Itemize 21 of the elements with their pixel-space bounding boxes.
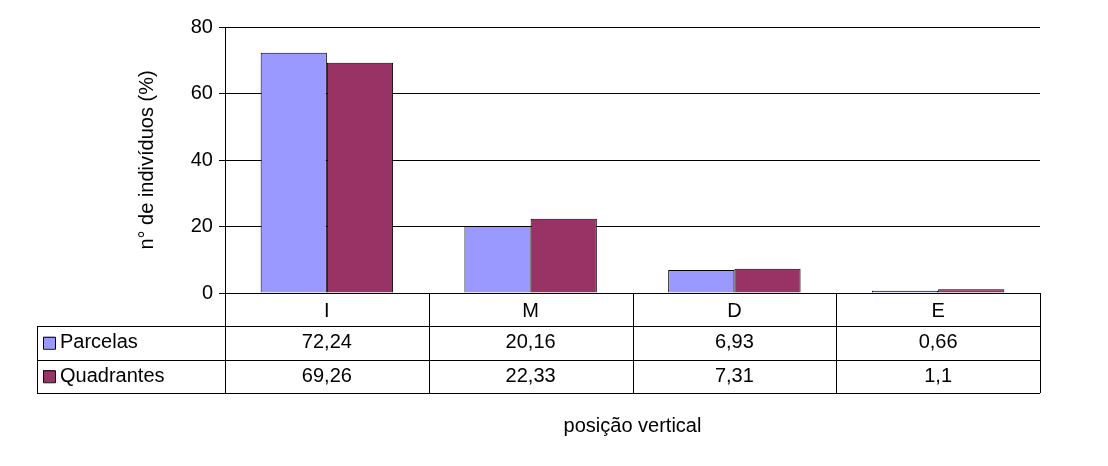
x-tick-label: E bbox=[931, 298, 945, 321]
data-label: 7,31 bbox=[714, 363, 754, 386]
y-tick-label: 40 bbox=[190, 147, 213, 170]
data-label: 69,26 bbox=[301, 363, 352, 386]
x-tick-label: M bbox=[522, 298, 539, 321]
data-label: 72,24 bbox=[301, 330, 352, 353]
data-label: 0,66 bbox=[918, 330, 958, 353]
y-tick-label: 20 bbox=[190, 214, 213, 237]
data-label: 22,33 bbox=[505, 363, 556, 386]
y-tick-label: 60 bbox=[190, 81, 213, 104]
y-axis-title: n° de indivíduos (%) bbox=[134, 70, 157, 250]
legend-label: Quadrantes bbox=[60, 363, 165, 386]
x-tick-label: D bbox=[727, 298, 742, 321]
data-label: 1,1 bbox=[924, 363, 953, 386]
data-label: 20,16 bbox=[505, 330, 556, 353]
y-tick-label: 0 bbox=[201, 280, 213, 303]
x-tick-label: I bbox=[324, 298, 330, 321]
legend-label: Parcelas bbox=[60, 330, 138, 353]
y-tick-label: 80 bbox=[190, 14, 213, 37]
x-axis-title: posição vertical bbox=[563, 413, 702, 436]
data-label: 6,93 bbox=[714, 330, 754, 353]
